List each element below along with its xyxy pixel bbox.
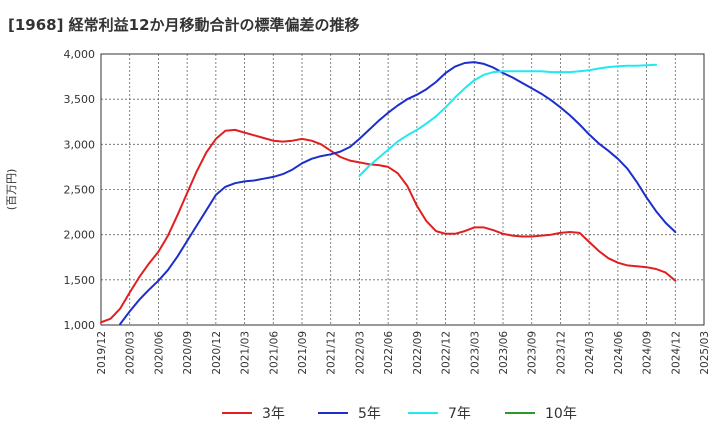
legend-label: 3年 <box>262 406 285 422</box>
series-lines <box>100 61 677 326</box>
legend-label: 10年 <box>545 406 577 422</box>
y-tick-label: 4,000 <box>64 48 96 61</box>
x-tick-label: 2024/03 <box>584 331 596 375</box>
legend: 3年 5年 7年 10年 <box>222 406 577 422</box>
legend-label: 7年 <box>448 406 471 422</box>
x-tick-label: 2022/03 <box>354 331 366 375</box>
x-tick-label: 2020/12 <box>211 331 223 375</box>
x-tick-label: 2021/09 <box>297 331 309 375</box>
x-tick-label: 2021/06 <box>268 331 280 375</box>
x-tick-label: 2019/12 <box>96 331 108 375</box>
x-tick-label: 2020/06 <box>153 331 165 375</box>
grid-lines <box>101 54 704 325</box>
y-tick-label: 1,000 <box>64 319 96 332</box>
x-tick-label: 2022/06 <box>383 331 395 375</box>
x-tick-label: 2025/03 <box>699 331 711 375</box>
legend-label: 5年 <box>358 406 381 422</box>
x-axis-ticks: 2019/12 2020/03 2020/06 2020/09 2020/12 2021/… <box>96 331 711 375</box>
x-tick-label: 2021/03 <box>240 331 252 375</box>
x-tick-label: 2024/06 <box>613 331 625 375</box>
x-tick-label: 2023/09 <box>527 331 539 375</box>
y-tick-label: 3,500 <box>64 93 96 106</box>
x-tick-label: 2023/03 <box>469 331 481 375</box>
y-tick-label: 2,000 <box>64 229 96 242</box>
x-tick-label: 2023/12 <box>555 331 567 375</box>
series-line-7年 <box>358 63 658 177</box>
x-tick-label: 2020/03 <box>125 331 137 375</box>
series-line-3年 <box>100 128 677 324</box>
x-tick-label: 2023/06 <box>498 331 510 375</box>
chart-title: [1968] 経常利益12か月移動合計の標準偏差の推移 <box>8 16 360 34</box>
y-axis-label: (百万円) <box>5 169 18 211</box>
plot-area <box>100 53 705 326</box>
x-tick-label: 2024/09 <box>642 331 654 375</box>
y-axis-ticks: 1,000 1,500 2,000 2,500 3,000 3,500 4,000 <box>64 48 96 332</box>
y-tick-label: 2,500 <box>64 184 96 197</box>
y-tick-label: 3,000 <box>64 138 96 151</box>
x-tick-label: 2022/12 <box>441 331 453 375</box>
series-line-5年 <box>119 61 677 326</box>
y-tick-label: 1,500 <box>64 274 96 287</box>
x-tick-label: 2021/12 <box>326 331 338 375</box>
x-tick-label: 2024/12 <box>670 331 682 375</box>
x-tick-label: 2020/09 <box>182 331 194 375</box>
x-tick-label: 2022/09 <box>412 331 424 375</box>
